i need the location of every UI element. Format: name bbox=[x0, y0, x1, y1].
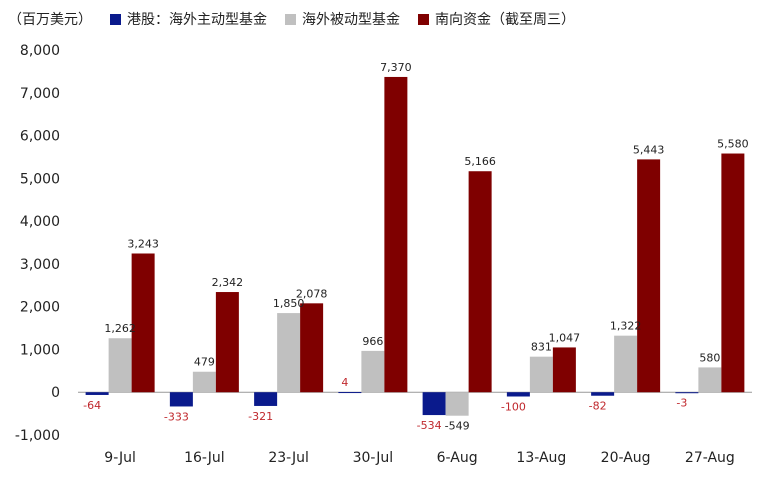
data-label: 966 bbox=[362, 335, 383, 348]
data-label: -534 bbox=[417, 419, 442, 432]
bar bbox=[108, 338, 132, 393]
data-label: 5,580 bbox=[717, 138, 749, 151]
data-label: -64 bbox=[83, 399, 101, 412]
bars bbox=[85, 76, 745, 416]
data-label: -549 bbox=[445, 420, 470, 433]
data-label: 1,322 bbox=[610, 320, 642, 333]
y-tick-label: 0 bbox=[51, 385, 60, 401]
bar bbox=[169, 392, 193, 407]
bar bbox=[698, 367, 722, 393]
data-label: 2,342 bbox=[212, 276, 244, 289]
data-label: -100 bbox=[501, 401, 526, 414]
bar bbox=[215, 292, 239, 393]
bar bbox=[445, 392, 469, 416]
data-label: 1,047 bbox=[549, 331, 581, 344]
y-tick-label: 7,000 bbox=[20, 86, 60, 102]
bar bbox=[721, 153, 745, 393]
data-label: 5,166 bbox=[464, 155, 496, 168]
x-tick-label: 20-Aug bbox=[601, 450, 651, 466]
data-label: 7,370 bbox=[380, 61, 412, 74]
bar bbox=[277, 313, 301, 393]
data-label: 5,443 bbox=[633, 143, 665, 156]
x-tick-label: 30-Jul bbox=[353, 450, 394, 466]
bar bbox=[422, 392, 446, 416]
y-tick-label: 5,000 bbox=[20, 171, 60, 187]
y-tick-label: -1,000 bbox=[15, 428, 60, 444]
data-label: 479 bbox=[194, 356, 215, 369]
bar bbox=[131, 253, 155, 393]
x-tick-label: 27-Aug bbox=[685, 450, 735, 466]
bar bbox=[300, 303, 324, 393]
legend-label-passive-funds: 海外被动型基金 bbox=[302, 12, 400, 28]
y-tick-label: 8,000 bbox=[20, 43, 60, 59]
bar bbox=[361, 350, 385, 393]
bar bbox=[384, 76, 408, 393]
y-tick-label: 1,000 bbox=[20, 342, 60, 358]
y-tick-label: 6,000 bbox=[20, 129, 60, 145]
x-tick-label: 6-Aug bbox=[437, 450, 478, 466]
data-label: -3 bbox=[676, 396, 687, 409]
data-label: 1,262 bbox=[104, 322, 136, 335]
data-label: 3,243 bbox=[127, 237, 159, 250]
data-label: 831 bbox=[531, 341, 552, 354]
bar bbox=[338, 392, 362, 394]
bar bbox=[529, 356, 553, 393]
bar bbox=[468, 171, 492, 393]
legend-swatch-southbound bbox=[418, 13, 429, 25]
data-label: 1,850 bbox=[273, 297, 305, 310]
data-label: 4 bbox=[341, 376, 348, 389]
legend-swatch-passive-funds bbox=[285, 13, 296, 25]
bar bbox=[506, 392, 530, 397]
legend-label-active-funds: 港股：海外主动型基金 bbox=[127, 12, 267, 28]
bar bbox=[192, 371, 216, 393]
data-label: 580 bbox=[699, 351, 720, 364]
bar bbox=[614, 335, 638, 393]
bar bbox=[254, 392, 278, 406]
bar bbox=[591, 392, 615, 396]
data-label: -321 bbox=[248, 410, 273, 423]
y-tick-label: 2,000 bbox=[20, 300, 60, 316]
legend: 港股：海外主动型基金 海外被动型基金 南向资金（截至周三） bbox=[110, 9, 575, 29]
y-unit-label: （百万美元） bbox=[8, 12, 92, 28]
data-label: -333 bbox=[164, 410, 189, 423]
bar bbox=[637, 159, 661, 393]
data-label: 2,078 bbox=[296, 287, 328, 300]
legend-label-southbound: 南向资金（截至周三） bbox=[435, 12, 575, 28]
bar bbox=[552, 347, 576, 393]
bar bbox=[85, 392, 109, 395]
legend-item-southbound: 南向资金（截至周三） bbox=[418, 9, 575, 29]
x-tick-label: 9-Jul bbox=[104, 450, 136, 466]
data-label: -82 bbox=[589, 400, 607, 413]
x-axis: 9-Jul 16-Jul 23-Jul 30-Jul 6-Aug 13-Aug 20-Aug… bbox=[104, 450, 735, 466]
y-tick-label: 3,000 bbox=[20, 257, 60, 273]
legend-swatch-active-funds bbox=[110, 13, 121, 25]
legend-item-passive-funds: 海外被动型基金 bbox=[285, 9, 400, 29]
x-tick-label: 16-Jul bbox=[184, 450, 225, 466]
y-tick-label: 4,000 bbox=[20, 214, 60, 230]
x-tick-label: 23-Jul bbox=[268, 450, 309, 466]
x-tick-label: 13-Aug bbox=[516, 450, 566, 466]
legend-item-active-funds: 港股：海外主动型基金 bbox=[110, 9, 267, 29]
bar bbox=[675, 392, 699, 394]
